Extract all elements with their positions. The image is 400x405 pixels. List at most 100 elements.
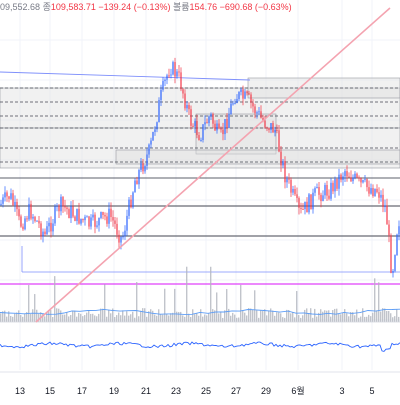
volume-bar [328,310,330,322]
candle-body [2,197,4,204]
volume-bar [102,308,104,322]
volume-bar [184,316,186,322]
volume-bar [322,311,324,322]
volume-bar [142,308,144,322]
range-zones [0,77,400,169]
candle-body [120,236,122,243]
volume-bar [314,308,316,322]
volume-bar [234,314,236,322]
candle-body [314,188,316,193]
volume-bar [64,314,66,322]
candle-body [4,192,6,198]
volume-bar [106,316,108,322]
candle-body [198,135,200,141]
candle-body [214,123,216,131]
candle-body [126,215,128,231]
volume-bar [300,317,302,322]
volume-bar [280,313,282,322]
candle-body [12,193,14,206]
volume-bar [382,308,384,322]
volume-bar [150,309,152,322]
candle-body [160,89,162,101]
volume-bar [364,316,366,322]
trendline[interactable] [35,7,391,323]
candle-body [228,114,230,128]
volume-bar [302,315,304,322]
candle-body [118,234,120,243]
volume-bar [170,313,172,322]
volume-bar [44,316,46,322]
indicator-line [0,341,400,352]
volume-bars [0,266,400,323]
candle-body [284,161,286,183]
candle-body [320,194,322,202]
volume-bar [24,314,26,322]
volume-bar [54,276,56,322]
volume-bar [264,309,266,322]
volume-bar [384,308,386,322]
volume-bar [76,316,78,322]
volume-bar [310,308,312,322]
volume-bar [84,315,86,322]
candle-body [28,203,30,220]
volume-bar [350,312,352,322]
candle-body [334,178,336,192]
volume-bar [398,316,400,322]
volume-bar [228,308,230,322]
volume-bar [392,317,394,322]
candle-body [46,226,48,235]
candle-body [104,214,106,217]
candle-body [234,103,236,105]
volume-bar [316,316,318,322]
volume-bar [236,317,238,322]
volume-bar [372,312,374,322]
candle-body [232,103,234,105]
volume-bar [276,312,278,322]
volume-bar [376,310,378,322]
volume-bar [220,311,222,322]
volume-bar [72,310,74,322]
volume-bar [212,309,214,322]
volume-bar [52,317,54,322]
candle-body [394,255,396,271]
candle-body [250,94,252,103]
x-tick-label: 25 [201,386,211,396]
volume-bar [238,317,240,322]
candle-body [202,124,204,140]
volume-bar [320,309,322,322]
volume-bar [368,314,370,322]
candle-body [336,178,338,189]
volume-bar [4,310,6,322]
volume-bar [260,310,262,322]
candle-body [132,192,134,208]
candle-body [218,123,220,129]
volume-bar [12,316,14,322]
candle-body [146,154,148,166]
x-tick-label: 23 [171,386,181,396]
volume-bar [198,315,200,322]
volume-bar [126,311,128,322]
candle-body [264,120,266,128]
volume-bar [98,313,100,322]
candle-body [40,223,42,237]
volume-bar [272,310,274,322]
x-tick-label: 6월 [291,385,304,396]
volume-bar [284,317,286,322]
volume-bar [8,311,10,322]
candle-body [192,125,194,127]
candle-body [386,205,388,225]
candle-body [296,194,298,199]
volume-bar [80,313,82,322]
volume-bar [342,312,344,322]
volume-bar [304,309,306,322]
candle-body [114,220,116,224]
candle-body [76,208,78,221]
volume-bar [254,290,256,322]
volume-bar [336,308,338,322]
volume-bar [210,266,212,322]
candle-body [84,216,86,221]
volume-bar [282,317,284,322]
candle-body [78,208,80,224]
